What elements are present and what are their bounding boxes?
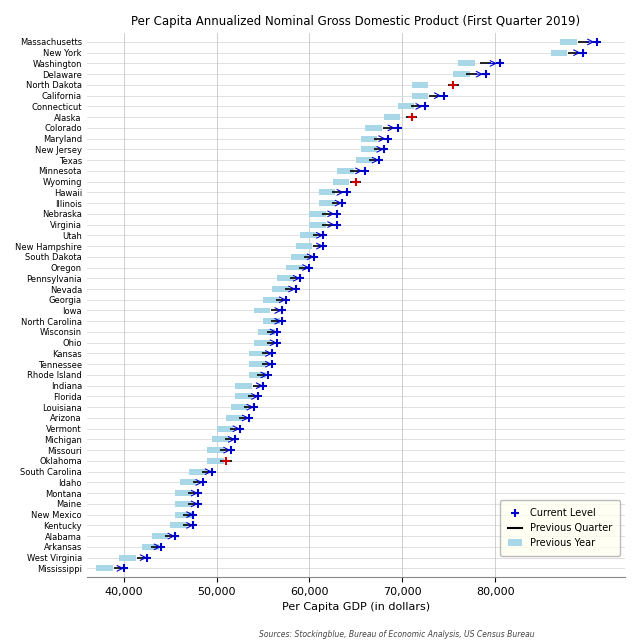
Bar bbox=[412, 93, 428, 99]
Bar bbox=[96, 565, 113, 572]
Bar bbox=[453, 71, 470, 77]
Bar bbox=[212, 436, 228, 442]
Bar bbox=[310, 221, 326, 227]
Bar bbox=[356, 157, 372, 163]
Bar bbox=[365, 125, 382, 131]
Bar bbox=[254, 340, 271, 346]
Bar bbox=[291, 254, 308, 260]
Bar bbox=[236, 383, 252, 388]
Bar bbox=[263, 297, 280, 303]
Bar bbox=[277, 275, 294, 281]
Bar bbox=[458, 60, 475, 67]
Bar bbox=[254, 308, 271, 314]
Bar bbox=[337, 168, 354, 174]
X-axis label: Per Capita GDP (in dollars): Per Capita GDP (in dollars) bbox=[282, 602, 430, 612]
Bar bbox=[397, 104, 414, 109]
Bar bbox=[286, 264, 303, 271]
Bar bbox=[296, 243, 312, 249]
Bar bbox=[249, 351, 266, 356]
Legend: Current Level, Previous Quarter, Previous Year: Current Level, Previous Quarter, Previou… bbox=[500, 500, 620, 556]
Bar bbox=[175, 501, 191, 507]
Bar bbox=[384, 114, 401, 120]
Bar bbox=[551, 50, 568, 56]
Bar bbox=[300, 232, 317, 238]
Bar bbox=[249, 372, 266, 378]
Bar bbox=[263, 318, 280, 324]
Bar bbox=[180, 479, 196, 485]
Bar bbox=[310, 211, 326, 217]
Bar bbox=[152, 533, 168, 539]
Bar bbox=[259, 329, 275, 335]
Bar bbox=[236, 394, 252, 399]
Bar bbox=[273, 286, 289, 292]
Bar bbox=[189, 468, 205, 475]
Bar bbox=[119, 555, 136, 561]
Bar bbox=[207, 458, 224, 464]
Bar bbox=[560, 39, 577, 45]
Bar bbox=[360, 136, 377, 141]
Bar bbox=[175, 490, 191, 496]
Bar bbox=[230, 404, 247, 410]
Bar bbox=[319, 189, 335, 195]
Bar bbox=[360, 147, 377, 152]
Text: Sources: Stockingblue, Bureau of Economic Analysis, US Census Bureau: Sources: Stockingblue, Bureau of Economi… bbox=[259, 630, 534, 639]
Bar bbox=[412, 82, 428, 88]
Bar bbox=[207, 447, 224, 453]
Bar bbox=[143, 544, 159, 550]
Bar bbox=[170, 522, 187, 528]
Bar bbox=[319, 200, 335, 206]
Bar bbox=[226, 415, 243, 421]
Bar bbox=[333, 179, 349, 184]
Bar bbox=[217, 426, 234, 431]
Title: Per Capita Annualized Nominal Gross Domestic Product (First Quarter 2019): Per Capita Annualized Nominal Gross Dome… bbox=[131, 15, 580, 28]
Bar bbox=[249, 361, 266, 367]
Bar bbox=[175, 511, 191, 518]
